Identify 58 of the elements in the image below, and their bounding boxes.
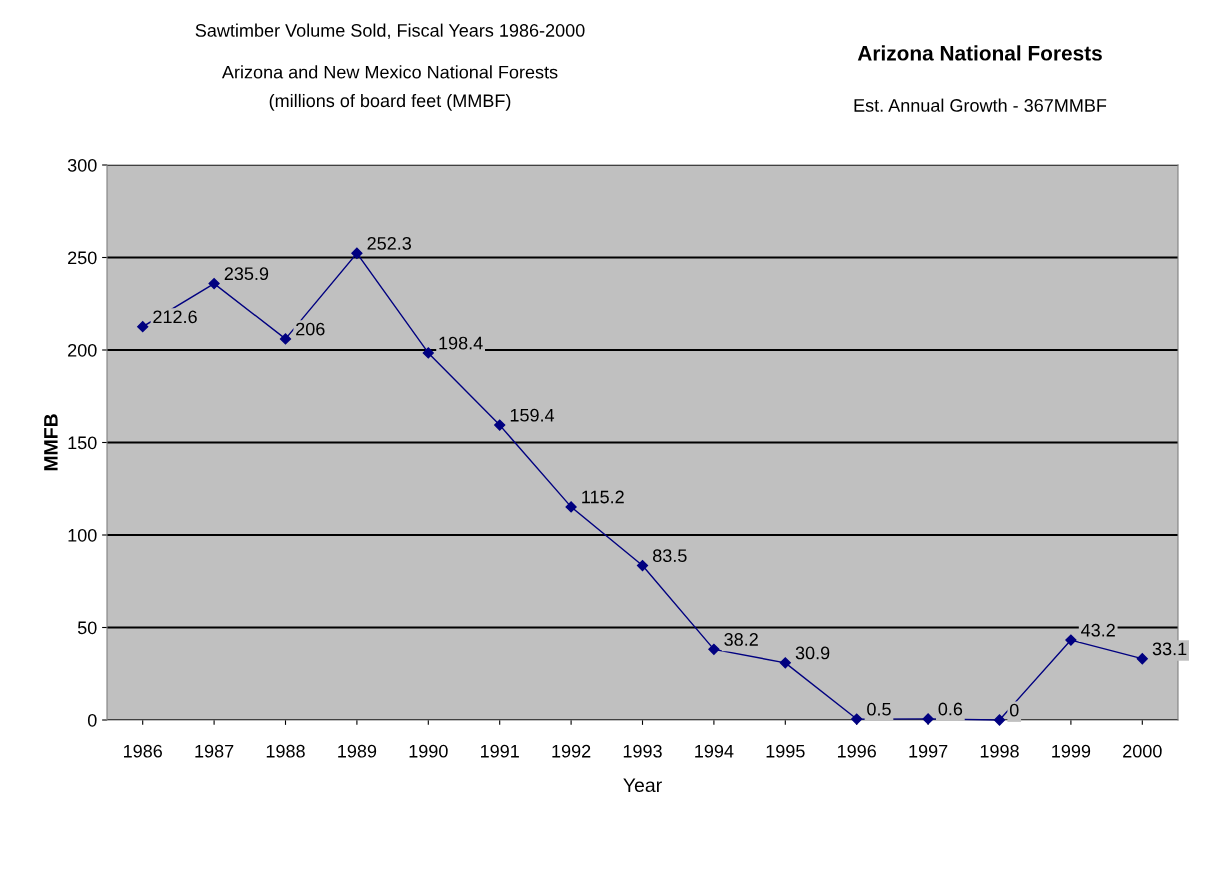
data-label: 0.6: [938, 702, 963, 716]
data-label: 206: [296, 322, 325, 336]
y-tick-label: 150: [68, 436, 97, 450]
y-tick-label: 50: [77, 621, 97, 635]
point: [1136, 653, 1148, 665]
point: [351, 247, 363, 259]
data-label: 235.9: [224, 267, 269, 281]
data-label: 0: [1009, 703, 1019, 717]
text: Arizona National Forests: [857, 45, 1102, 61]
chart-subtitle: Arizona and New Mexico National Forests (millions of board feet (MMBF): [221, 65, 558, 111]
point: [422, 347, 434, 359]
point: [279, 333, 292, 345]
data-label: 198.4: [439, 336, 483, 350]
text: Est. Annual Growth - 367MMBF: [854, 98, 1107, 112]
data-label: 212.6: [153, 310, 197, 324]
data-label: 252.3: [367, 236, 412, 250]
x-tick-label: 1997: [909, 744, 948, 758]
x-tick-label: 1992: [552, 744, 591, 758]
point: [922, 713, 934, 725]
data-label: 115.2: [582, 490, 624, 504]
data-label: 33.1: [1152, 642, 1187, 656]
x-tick-label: 1987: [195, 744, 234, 758]
x-tick-label: 1989: [338, 744, 377, 758]
x-tick-label: 1999: [1052, 744, 1091, 758]
data-label: 0.5: [867, 702, 891, 716]
x-tick-label: 1994: [695, 744, 734, 758]
y-tick-label: 0: [87, 713, 97, 727]
point: [851, 713, 863, 725]
x-tick-label: 1996: [838, 744, 876, 758]
point: [636, 559, 649, 572]
x-tick-label: 1986: [124, 744, 162, 758]
y-tick-label: 100: [68, 528, 97, 542]
x-tick-label: 1991: [481, 744, 519, 758]
point: [208, 277, 220, 290]
x-axis-title: Year: [623, 778, 662, 793]
point: [565, 501, 577, 513]
y-tick-label: 250: [68, 251, 97, 265]
data-label: 83.5: [653, 549, 687, 563]
point: [1065, 634, 1077, 646]
chart-title: Sawtimber Volume Sold, Fiscal Years 1986-2000: [195, 23, 585, 39]
point: [779, 657, 791, 669]
x-tick-label: 1995: [766, 744, 805, 758]
y-tick-label: 300: [67, 158, 97, 172]
y-axis-title: MMFB: [44, 414, 58, 471]
point: [137, 321, 149, 333]
x-tick-label: 2000: [1123, 744, 1162, 758]
data-label: 43.2: [1081, 623, 1115, 637]
x-tick-label: 1988: [266, 744, 305, 758]
x-tick-label: 1993: [623, 744, 662, 758]
data-label: 38.2: [724, 633, 758, 646]
x-tick-label: 1990: [409, 744, 448, 758]
y-tick-label: 200: [68, 343, 97, 357]
x-tick-label: 1998: [980, 744, 1019, 758]
point: [494, 419, 506, 431]
point: [993, 714, 1006, 726]
point: [708, 643, 720, 655]
data-label: 159.4: [510, 408, 555, 422]
data-label: 30.9: [795, 646, 830, 660]
